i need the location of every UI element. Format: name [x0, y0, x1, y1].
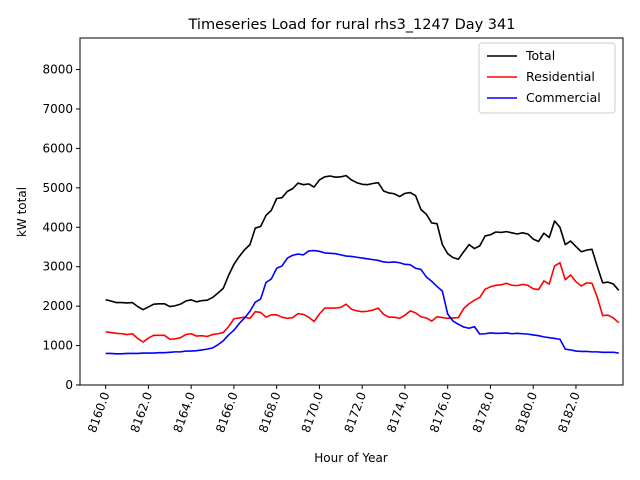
y-tick-label: 7000	[42, 102, 73, 116]
y-tick-label: 4000	[42, 220, 73, 234]
y-axis: 0 1000 2000 3000 4000 5000 6000 7000 8000	[42, 63, 80, 392]
series-line-commercial	[105, 249, 619, 355]
y-tick-label: 1000	[42, 339, 73, 353]
series-line-total	[105, 174, 620, 311]
y-tick-label: 3000	[42, 260, 73, 274]
legend-label-commercial: Commercial	[526, 90, 601, 105]
y-tick-label: 2000	[42, 299, 73, 313]
y-tick-label: 6000	[42, 141, 73, 155]
legend-label-residential: Residential	[526, 69, 595, 84]
y-axis-label: kW total	[15, 187, 29, 237]
y-tick-label: 5000	[42, 181, 73, 195]
x-axis-label: Hour of Year	[314, 451, 388, 465]
legend: Total Residential Commercial	[478, 42, 616, 114]
y-tick-label: 0	[65, 378, 73, 392]
plot-lines	[105, 174, 620, 355]
legend-box	[478, 42, 616, 114]
plot-frame	[79, 37, 624, 386]
legend-label-total: Total	[525, 48, 555, 63]
legend-entries: Total Residential Commercial	[487, 48, 601, 105]
chart-title: Timeseries Load for rural rhs3_1247 Day …	[188, 17, 516, 33]
series-line-residential	[105, 261, 620, 343]
y-tick-label: 8000	[42, 63, 73, 77]
